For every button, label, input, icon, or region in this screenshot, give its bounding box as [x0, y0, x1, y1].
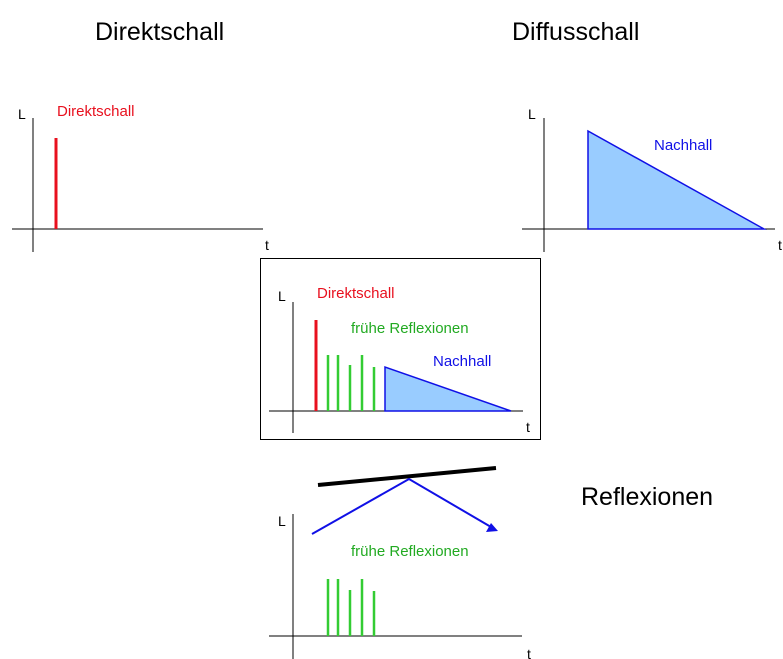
- direct-sound-label: Direktschall: [57, 103, 135, 120]
- reflection-ray: [311, 477, 492, 535]
- x-axis-label: t: [527, 646, 531, 659]
- early-reflections-label: frühe Reflexionen: [351, 543, 469, 560]
- x-axis-label: t: [526, 419, 530, 435]
- arrowhead-icon: [486, 523, 498, 532]
- x-axis-label: t: [778, 237, 782, 253]
- reverb-triangle: [384, 365, 512, 412]
- heading-direct: Direktschall: [95, 18, 224, 46]
- panel-reflections: L t frühe Reflexionen: [269, 466, 531, 659]
- reverb-label: Nachhall: [433, 353, 491, 370]
- reverb-triangle: [587, 129, 767, 230]
- y-axis-label: L: [18, 106, 26, 122]
- x-axis-label: t: [265, 237, 269, 253]
- heading-reflections: Reflexionen: [581, 483, 713, 511]
- y-axis-label: L: [528, 106, 536, 122]
- direct-sound-label: Direktschall: [317, 285, 395, 302]
- reflecting-surface: [317, 466, 497, 487]
- panel-diffuse-sound: L t Nachhall: [522, 106, 782, 253]
- reverb-label: Nachhall: [654, 137, 712, 154]
- heading-diffuse: Diffusschall: [512, 18, 639, 46]
- y-axis-label: L: [278, 288, 286, 304]
- early-reflections-label: frühe Reflexionen: [351, 320, 469, 337]
- panel-direct-sound: L t Direktschall: [12, 103, 269, 253]
- panel-combined: L t Direktschall frühe Reflexionen Nachh…: [260, 258, 541, 440]
- panel-frame: [260, 258, 541, 440]
- y-axis-label: L: [278, 513, 286, 529]
